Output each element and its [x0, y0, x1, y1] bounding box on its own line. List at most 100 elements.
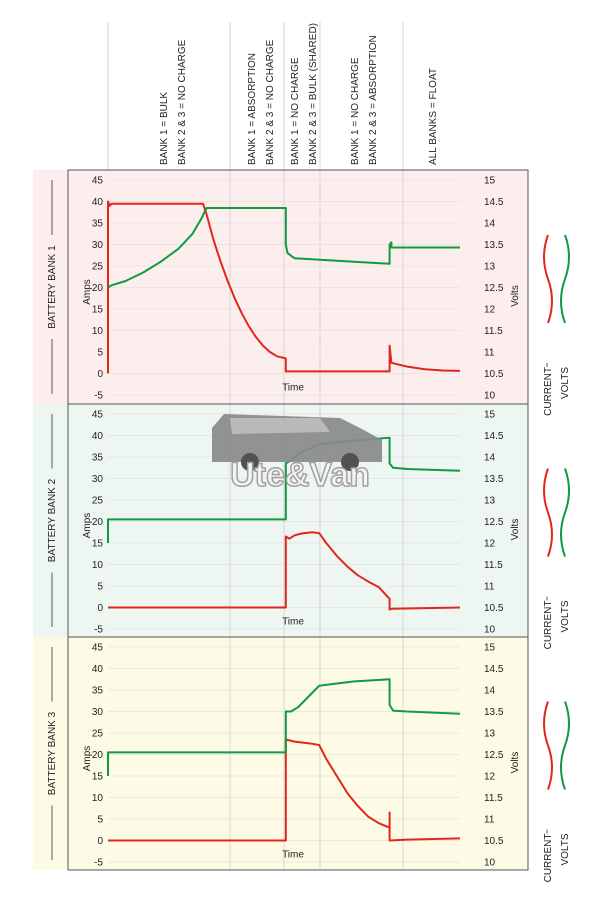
y-left-axis-label: Amps — [82, 513, 93, 539]
legend-current-label: CURRENT — [543, 601, 554, 650]
right-tick-label: 11.5 — [484, 793, 503, 804]
left-tick-label: 45 — [92, 176, 104, 187]
legend-volts-label: VOLTS — [560, 833, 571, 865]
right-tick-label: 10.5 — [484, 836, 504, 847]
right-tick-label: 14.5 — [484, 197, 504, 208]
right-tick-label: 13.5 — [484, 707, 504, 718]
legend-current-swatch — [543, 701, 553, 790]
phase-heading: BANK 2 & 3 = ABSORPTION — [368, 35, 379, 165]
right-tick-label: 13 — [484, 729, 496, 740]
y-left-axis-label: Amps — [82, 746, 93, 772]
panel-background — [33, 637, 528, 870]
panel-label: BATTERY BANK 1 — [47, 245, 58, 329]
right-tick-label: 13 — [484, 496, 496, 507]
left-tick-label: 5 — [97, 815, 103, 826]
left-tick-label: 20 — [92, 750, 104, 761]
left-tick-label: 30 — [92, 474, 104, 485]
y-right-axis-label: Volts — [510, 752, 521, 774]
left-tick-label: 25 — [92, 729, 104, 740]
legend: CURRENT VOLTS — [543, 234, 571, 416]
right-tick-label: 14.5 — [484, 664, 504, 675]
y-left-axis-label: Amps — [82, 279, 93, 305]
van-wheel — [241, 453, 259, 471]
left-tick-label: 35 — [92, 686, 104, 697]
right-tick-label: 12 — [484, 539, 496, 550]
panel-1: 45 40 35 30 25 20 15 10 5 0 -5 15 14.5 14 13.5 13 12.5 12… — [33, 169, 571, 416]
right-tick-label: 12.5 — [484, 517, 504, 528]
right-tick-label: 11 — [484, 815, 495, 826]
right-tick-label: 12.5 — [484, 283, 504, 294]
right-tick-label: 10 — [484, 391, 496, 402]
left-tick-label: 10 — [92, 793, 104, 804]
right-tick-label: 13.5 — [484, 240, 504, 251]
y-right-axis-label: Volts — [510, 519, 521, 541]
left-tick-label: 15 — [92, 305, 104, 316]
right-tick-label: 14 — [484, 686, 496, 697]
left-tick-label: 30 — [92, 240, 104, 251]
left-tick-label: 5 — [97, 348, 103, 359]
x-axis-label: Time — [282, 617, 304, 628]
panel-3: 45 40 35 30 25 20 15 10 5 0 -5 15 14.5 14 13.5 13 12.5 12… — [33, 636, 571, 883]
legend-volts-label: VOLTS — [560, 367, 571, 399]
right-tick-label: 12.5 — [484, 750, 504, 761]
legend-current-swatch — [543, 468, 553, 557]
right-tick-label: 14.5 — [484, 431, 504, 442]
right-tick-label: 12 — [484, 305, 496, 316]
left-tick-label: 40 — [92, 664, 104, 675]
phase-heading: BANK 2 & 3 = NO CHARGE — [265, 39, 276, 165]
phase-heading: BANK 2 & 3 = NO CHARGE — [177, 39, 188, 165]
left-tick-label: 25 — [92, 496, 104, 507]
left-tick-label: 5 — [97, 582, 103, 593]
right-tick-label: 12 — [484, 772, 496, 783]
phase-heading: BANK 1 = NO CHARGE — [290, 57, 301, 165]
left-tick-label: 20 — [92, 283, 104, 294]
left-tick-label: 10 — [92, 560, 104, 571]
right-tick-label: 14 — [484, 219, 496, 230]
legend-volts-swatch — [560, 701, 570, 790]
phase-heading: BANK 1 = ABSORPTION — [247, 53, 258, 165]
x-axis-label: Time — [282, 850, 304, 861]
watermark-logo: Ute&Van — [212, 414, 382, 495]
left-tick-label: 10 — [92, 326, 104, 337]
panel-frame — [67, 636, 529, 871]
legend-current-label: CURRENT — [543, 367, 554, 416]
left-tick-label: 40 — [92, 197, 104, 208]
phase-headings: BANK 1 = BULK BANK 2 & 3 = NO CHARGE BANK … — [159, 23, 439, 165]
current-line — [108, 738, 461, 842]
left-tick-label: 0 — [97, 369, 103, 380]
left-tick-label: 45 — [92, 643, 104, 654]
panel-label: BATTERY BANK 2 — [47, 478, 58, 562]
watermark-text: Ute&Van — [230, 456, 370, 494]
right-tick-label: 10 — [484, 625, 496, 636]
right-tick-label: 10.5 — [484, 603, 504, 614]
left-tick-label: 15 — [92, 539, 104, 550]
legend-current-label: CURRENT — [543, 834, 554, 883]
right-tick-label: 13.5 — [484, 474, 504, 485]
right-tick-label: 14 — [484, 453, 496, 464]
phase-heading: BANK 1 = BULK — [159, 92, 170, 165]
volts-line — [107, 207, 460, 289]
left-tick-label: -5 — [94, 391, 103, 402]
right-tick-label: 11 — [484, 348, 495, 359]
legend-current-swatch — [543, 234, 553, 324]
left-tick-label: 35 — [92, 453, 104, 464]
panel-label: BATTERY BANK 3 — [47, 711, 58, 795]
right-tick-label: 13 — [484, 262, 496, 273]
left-tick-label: 45 — [92, 410, 104, 421]
left-tick-label: 35 — [92, 219, 104, 230]
y-right-axis-label: Volts — [510, 285, 521, 307]
right-tick-label: 11.5 — [484, 560, 503, 571]
left-tick-label: 20 — [92, 517, 104, 528]
phase-heading: BANK 2 & 3 = BULK (SHARED) — [308, 23, 319, 165]
right-tick-label: 15 — [484, 176, 496, 187]
van-wheel — [341, 453, 359, 471]
right-tick-label: 11.5 — [484, 326, 503, 337]
left-tick-label: -5 — [94, 858, 103, 869]
phase-heading: BANK 1 = NO CHARGE — [350, 57, 361, 165]
phase-heading: ALL BANKS = FLOAT — [428, 68, 439, 165]
left-tick-label: 15 — [92, 772, 104, 783]
left-tick-label: -5 — [94, 625, 103, 636]
legend: CURRENT VOLTS — [543, 701, 571, 883]
volts-line — [107, 678, 461, 776]
